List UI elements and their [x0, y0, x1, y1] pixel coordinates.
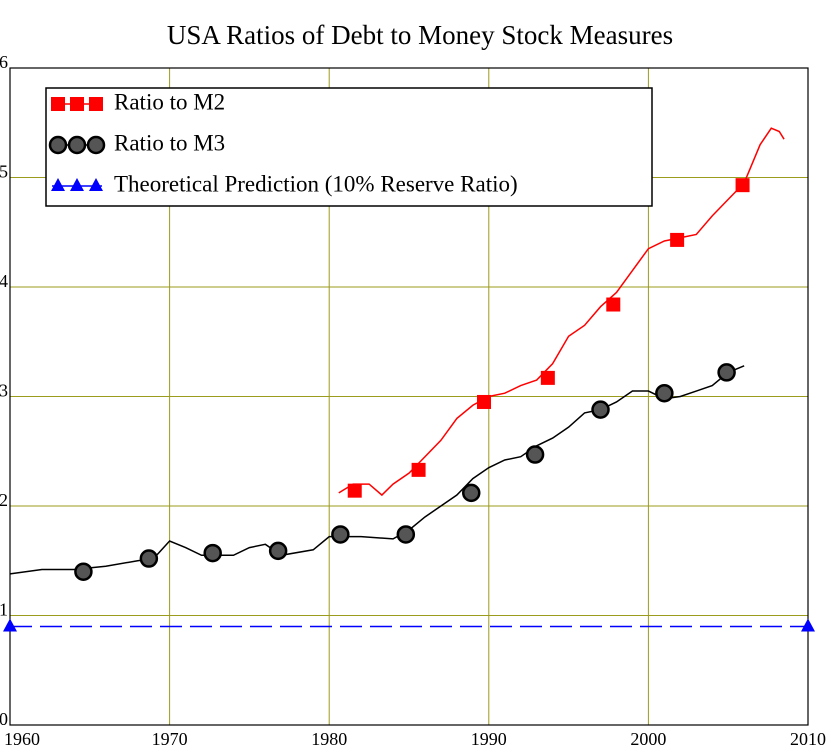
marker: [411, 462, 426, 477]
plot-frame: [9, 67, 809, 726]
series-line: [9, 365, 745, 575]
marker: [89, 97, 103, 111]
marker: [735, 178, 750, 193]
marker: [51, 97, 65, 111]
marker: [86, 135, 106, 155]
y-tick-label: 2: [0, 490, 8, 510]
x-tick-label: 1960: [4, 729, 40, 749]
y-tick-label: 1: [0, 600, 8, 620]
marker: [70, 97, 84, 111]
y-tick-label: 4: [0, 271, 8, 291]
legend-box: [45, 87, 653, 207]
marker: [540, 370, 555, 385]
marker: [139, 549, 159, 568]
marker: [396, 525, 416, 544]
legend-label: Ratio to M2: [114, 89, 225, 114]
y-tick-label: 3: [0, 381, 8, 401]
chart-title: USA Ratios of Debt to Money Stock Measur…: [167, 20, 673, 50]
marker: [591, 400, 610, 419]
marker: [525, 445, 545, 464]
y-tick-label: 5: [0, 162, 8, 182]
x-tick-label: 1970: [152, 729, 188, 749]
marker: [801, 618, 815, 632]
legend-label: Ratio to M3: [114, 130, 225, 155]
marker: [606, 297, 621, 312]
marker: [89, 178, 103, 191]
x-tick-label: 1990: [471, 729, 507, 749]
marker: [670, 232, 685, 247]
x-tick-label: 2000: [630, 729, 666, 749]
x-tick-label: 2010: [790, 729, 826, 749]
marker: [347, 483, 362, 498]
marker: [477, 394, 492, 409]
marker: [331, 525, 350, 544]
marker: [461, 483, 481, 503]
marker: [268, 541, 288, 561]
legend-label: Theoretical Prediction (10% Reserve Rati…: [114, 171, 518, 196]
y-tick-label: 6: [0, 52, 8, 72]
marker: [203, 543, 222, 563]
marker: [67, 135, 87, 155]
marker: [3, 618, 17, 632]
marker: [74, 562, 93, 581]
marker: [655, 383, 674, 403]
marker: [51, 178, 65, 191]
marker: [48, 135, 68, 155]
marker: [717, 363, 736, 382]
x-tick-label: 1980: [311, 729, 347, 749]
marker: [70, 178, 84, 191]
series-line: [338, 127, 785, 497]
y-tick-label: 0: [0, 709, 8, 729]
